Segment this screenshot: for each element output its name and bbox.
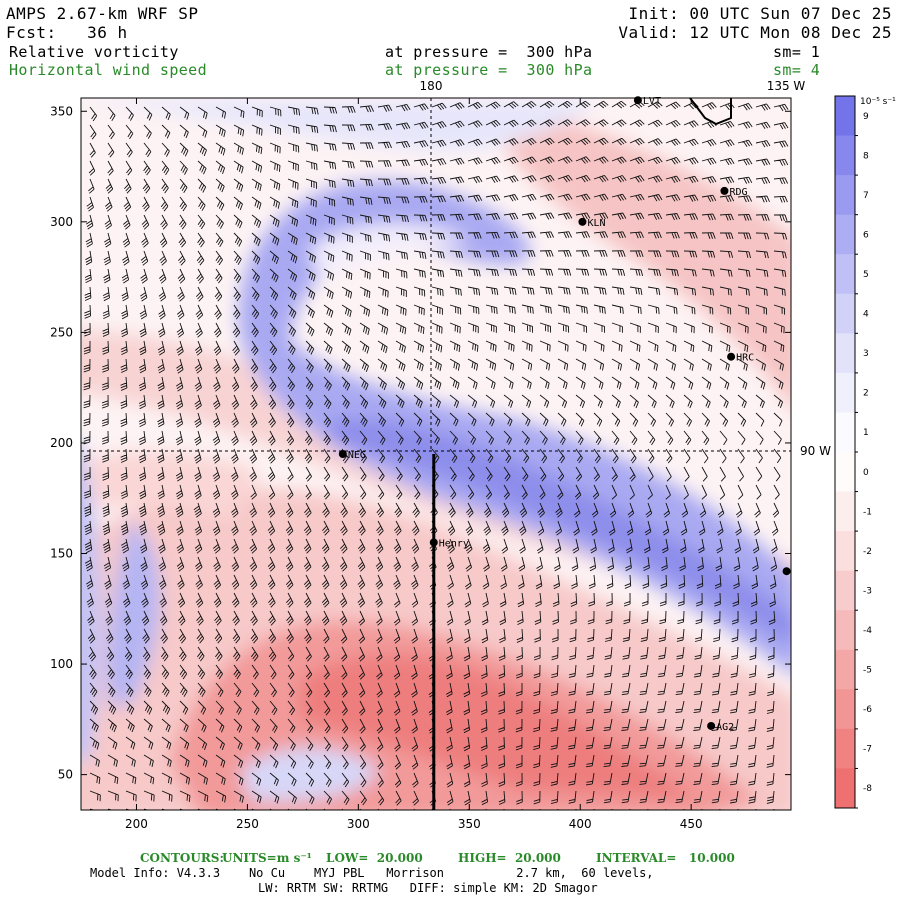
contours-label: CONTOURS: [140, 851, 224, 865]
plot-frame [80, 97, 792, 811]
y-tick-label: 250 [50, 325, 73, 339]
station-label: HRC [736, 353, 754, 364]
contours-units: UNITS=m s⁻¹ [222, 851, 312, 865]
station-label: Henry [439, 538, 469, 549]
station-label: AG2 [716, 722, 734, 733]
colorbar-swatch [835, 531, 855, 572]
field1-name: Relative vorticity [9, 43, 179, 61]
x-tick-label: 350 [458, 817, 481, 831]
model-info-physics: LW: RRTM SW: RRTMG DIFF: simple KM: 2D S… [258, 881, 598, 895]
valid-time: Valid: 12 UTC Mon 08 Dec 25 [618, 23, 892, 42]
model-info: Model Info: V4.3.3 No Cu MYJ PBL Morriso… [90, 866, 654, 880]
wind-barb-set [83, 100, 789, 810]
colorbar-label: 8 [863, 151, 869, 161]
axes: 200 250 300 350 400 450 50 100 150 200 250 300 350 [50, 98, 791, 831]
contours-interval: INTERVAL= 10.000 [596, 851, 735, 865]
colorbar-swatch [835, 135, 855, 176]
lon-label-90w: 90 W [800, 444, 831, 458]
wind-barbs [83, 100, 789, 810]
y-tick-label: 350 [50, 104, 73, 118]
coastline [689, 97, 732, 126]
station-label: KLN [587, 218, 605, 229]
x-tick-label: 250 [236, 817, 259, 831]
station-marker [720, 186, 729, 195]
station-marker [338, 450, 347, 458]
station-label: LVT [643, 96, 661, 107]
colorbar-swatch [835, 452, 855, 493]
colorbar-swatch [835, 214, 855, 255]
init-time: Init: 00 UTC Sun 07 Dec 25 [628, 4, 892, 23]
x-tick-label: 450 [680, 817, 703, 831]
field1-smoothing: sm= 1 [773, 43, 821, 61]
colorbar-swatch [835, 412, 855, 453]
contours-high: HIGH= 20.000 [458, 851, 561, 865]
colorbar-label: 4 [863, 310, 869, 320]
colorbar-label: 7 [863, 191, 869, 201]
colorbar-label: 6 [863, 230, 869, 240]
colorbar: 9 8 7 6 5 4 3 2 1 0 -1 -2 -3 -4 -5 -6 -7 -8 [834, 95, 872, 809]
colorbar-swatch [835, 649, 855, 690]
y-tick-label: 150 [50, 547, 73, 561]
x-tick-label: 400 [569, 817, 592, 831]
x-tick-label: 200 [125, 817, 148, 831]
colorbar-label: 0 [863, 468, 869, 478]
colorbar-swatch [835, 372, 855, 413]
field2-level: at pressure = 300 hPa [385, 61, 593, 79]
lon-label-180: 180 [420, 79, 443, 93]
y-tick-label: 300 [50, 215, 73, 229]
y-tick-label: 200 [50, 436, 73, 450]
y-tick-label: 100 [50, 657, 73, 671]
model-title: AMPS 2.67-km WRF SP [6, 4, 199, 23]
colorbar-swatch [835, 254, 855, 295]
forecast-hour: Fcst: 36 h [6, 23, 128, 42]
station-marker [633, 96, 642, 105]
contours-low: LOW= 20.000 [326, 851, 423, 865]
lon-label-135w: 135 W [767, 79, 806, 93]
colorbar-swatch [835, 728, 855, 769]
colorbar-swatch [835, 293, 855, 334]
station-marker [727, 352, 736, 361]
colorbar-label: -4 [863, 626, 872, 636]
colorbar-label: -2 [863, 547, 872, 557]
colorbar-label: -6 [863, 705, 872, 715]
colorbar-swatch [835, 491, 855, 532]
field2-smoothing: sm= 4 [773, 61, 821, 79]
colorbar-label: 1 [863, 428, 869, 438]
colorbar-swatch [835, 689, 855, 730]
colorbar-label: -1 [863, 507, 872, 517]
colorbar-label: 5 [863, 270, 869, 280]
station-marker [429, 538, 438, 547]
field2-name: Horizontal wind speed [9, 61, 208, 79]
station-label: NEG [348, 450, 366, 461]
colorbar-label: -8 [863, 784, 872, 794]
colorbar-label: 2 [863, 389, 869, 399]
field1-level: at pressure = 300 hPa [385, 43, 593, 61]
colorbar-label: -7 [863, 745, 872, 755]
station-label: RDG [729, 187, 747, 198]
station-markers: LVT RDG KLN HRC NEG Henry AG2 [338, 96, 791, 733]
colorbar-swatch [835, 175, 855, 216]
colorbar-label: -3 [863, 586, 872, 596]
colorbar-swatch [835, 96, 855, 137]
colorbar-units: 10⁻⁵ s⁻¹ [860, 97, 896, 107]
colorbar-swatch [835, 570, 855, 611]
colorbar-swatch [835, 610, 855, 651]
colorbar-label: -5 [863, 666, 872, 676]
station-marker [782, 567, 791, 576]
colorbar-label: 3 [863, 349, 869, 359]
colorbar-swatch [835, 333, 855, 374]
station-marker [578, 217, 587, 226]
station-marker [707, 721, 716, 730]
x-tick-label: 300 [347, 817, 370, 831]
colorbar-label: 9 [863, 112, 869, 122]
y-tick-label: 50 [58, 768, 73, 782]
colorbar-swatch [835, 768, 855, 809]
